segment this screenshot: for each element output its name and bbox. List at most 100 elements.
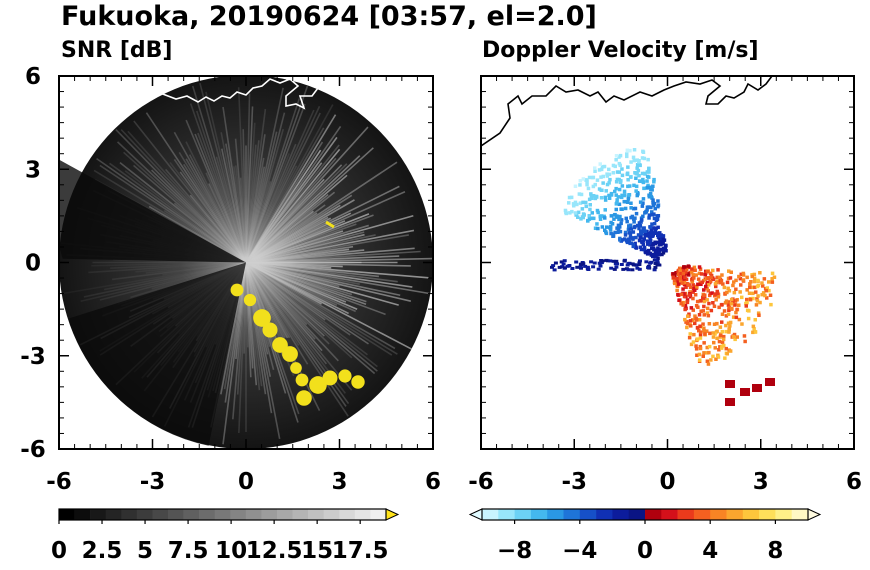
snr-ray — [245, 262, 321, 411]
doppler-cell — [715, 275, 719, 280]
doppler-colorbar-segment — [563, 509, 581, 520]
doppler-cell — [645, 185, 650, 190]
doppler-cell — [652, 180, 656, 184]
doppler-cell — [638, 179, 642, 183]
doppler-colorbar-segment — [710, 509, 727, 520]
doppler-cell — [609, 214, 614, 218]
snr-colorbar-segment — [199, 509, 216, 520]
doppler-cell — [588, 207, 592, 212]
doppler-cell — [637, 267, 642, 271]
snr-ray — [245, 262, 327, 365]
doppler-cell — [699, 309, 703, 313]
snr-ray — [245, 93, 251, 263]
doppler-cell — [769, 302, 773, 307]
doppler-cell — [731, 299, 735, 304]
doppler-cell — [691, 340, 696, 344]
doppler-cell — [654, 226, 658, 230]
doppler-cell — [611, 163, 616, 168]
doppler-cell — [740, 388, 750, 396]
snr-ray — [245, 262, 263, 387]
snr-ray — [191, 85, 247, 263]
doppler-cell — [739, 283, 743, 287]
doppler-cell — [614, 154, 619, 158]
doppler-cell — [592, 216, 596, 221]
doppler-cell — [727, 289, 732, 293]
snr-ray — [245, 210, 314, 264]
doppler-cell — [701, 309, 705, 313]
doppler-cell — [702, 341, 706, 345]
doppler-cell — [725, 352, 729, 356]
doppler-cell — [745, 300, 749, 305]
doppler-cell — [691, 286, 696, 291]
doppler-cell — [752, 276, 757, 281]
doppler-cell — [625, 152, 629, 156]
doppler-cell — [638, 245, 643, 249]
doppler-cell — [563, 208, 568, 213]
doppler-cell — [648, 261, 653, 265]
doppler-cell — [613, 189, 617, 194]
snr-ray — [245, 261, 353, 391]
doppler-cell — [607, 196, 612, 200]
doppler-cell — [573, 184, 578, 188]
snr-ray — [245, 204, 341, 264]
snr-ray — [245, 262, 269, 355]
snr-colorbar-segment — [168, 509, 184, 520]
doppler-cell — [729, 302, 734, 306]
doppler-cell — [636, 233, 641, 237]
doppler-cell — [691, 290, 695, 294]
doppler-cell — [681, 303, 685, 307]
doppler-cell — [715, 336, 719, 340]
doppler-cell — [727, 308, 731, 312]
snr-ray — [99, 164, 247, 264]
doppler-cell — [684, 277, 689, 282]
doppler-panel-title: Doppler Velocity [m/s] — [482, 38, 759, 63]
snr-ray — [232, 262, 247, 420]
snr-xtick-label: -6 — [46, 469, 72, 495]
doppler-cell — [724, 323, 728, 328]
doppler-cell — [705, 306, 710, 311]
doppler-cell — [745, 297, 749, 302]
doppler-cell — [763, 293, 767, 298]
doppler-cell — [741, 271, 746, 276]
doppler-cell — [597, 168, 602, 172]
doppler-cell — [626, 262, 631, 266]
doppler-cell — [601, 181, 605, 185]
doppler-cell — [644, 250, 648, 255]
doppler-cell — [585, 179, 589, 184]
doppler-cell — [675, 288, 679, 293]
doppler-colorbar-segment — [628, 509, 646, 520]
doppler-cell — [659, 233, 663, 238]
doppler-cell — [639, 247, 644, 252]
doppler-cell — [625, 200, 630, 204]
snr-ray — [205, 172, 247, 263]
doppler-cell — [729, 270, 733, 274]
snr-ray — [120, 129, 247, 264]
snr-colorbar-segment — [245, 509, 262, 520]
doppler-cell — [724, 346, 728, 351]
snr-ray — [245, 255, 400, 264]
doppler-cell — [638, 224, 643, 228]
doppler-cell — [684, 270, 688, 274]
doppler-cell — [636, 223, 640, 228]
doppler-cell — [752, 272, 757, 277]
doppler-cell — [729, 306, 734, 311]
snr-ray — [151, 261, 247, 290]
doppler-cell — [708, 331, 712, 336]
snr-ray — [173, 202, 247, 264]
doppler-cell — [654, 248, 658, 252]
doppler-cell — [758, 271, 762, 275]
doppler-cell — [676, 272, 681, 277]
doppler-colorbar-segment — [482, 509, 499, 520]
doppler-cell — [685, 298, 690, 302]
doppler-cell — [596, 226, 600, 231]
doppler-cell — [680, 269, 685, 273]
snr-ray — [245, 262, 281, 440]
doppler-cell — [625, 238, 630, 242]
doppler-cell — [680, 281, 685, 285]
doppler-cell — [645, 179, 649, 183]
snr-colorbar-segment — [354, 509, 371, 520]
doppler-cell — [683, 307, 687, 312]
snr-ray — [245, 261, 353, 359]
doppler-cell — [561, 262, 566, 266]
doppler-cell — [599, 167, 604, 172]
